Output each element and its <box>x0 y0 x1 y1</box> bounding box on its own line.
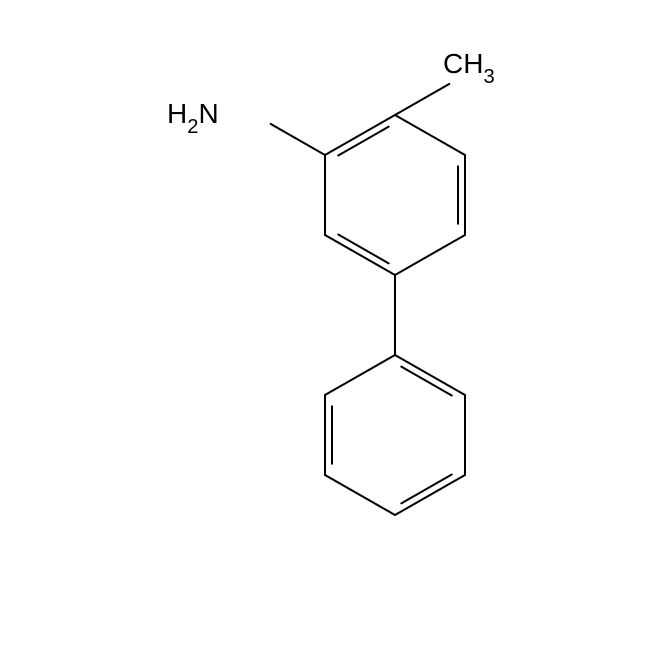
structure-svg <box>0 0 650 650</box>
amino-n: N <box>198 98 218 129</box>
amino-sub: 2 <box>187 116 198 138</box>
amino-label: H2N <box>167 98 219 136</box>
amino-h: H <box>167 98 187 129</box>
methyl-label: CH3 <box>443 48 495 86</box>
methyl-sub: 3 <box>483 66 494 88</box>
molecule-diagram: CH3 H2N <box>0 0 650 650</box>
methyl-text: CH <box>443 48 483 79</box>
